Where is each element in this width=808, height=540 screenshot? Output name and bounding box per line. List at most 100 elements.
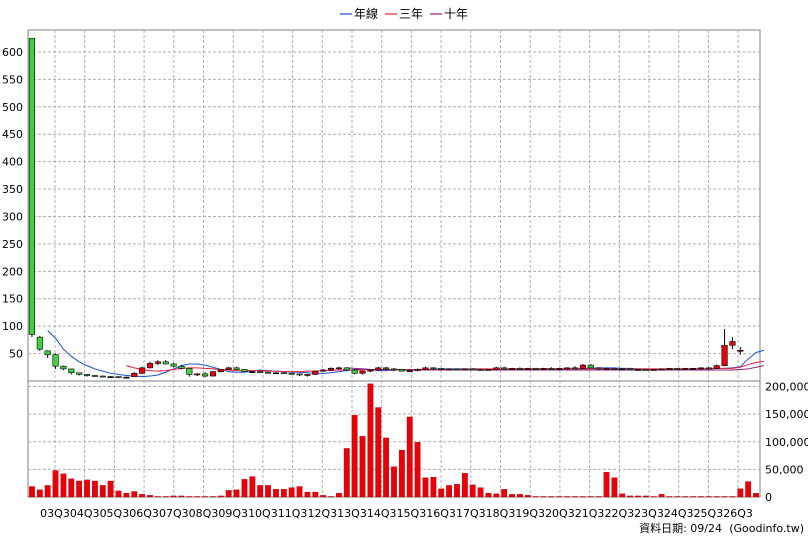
volume-bar	[123, 492, 130, 498]
candlestick	[123, 376, 130, 379]
candle-body	[91, 375, 98, 377]
candle-body	[257, 371, 264, 373]
candle-body	[666, 368, 673, 370]
volume-bar	[461, 473, 468, 498]
volume-bar	[438, 488, 445, 498]
volume-bar	[115, 490, 122, 498]
candle-body	[485, 369, 492, 371]
volume-bar	[304, 491, 311, 498]
x-tick-label: 13Q3	[337, 507, 367, 520]
volume-bars	[29, 383, 759, 498]
candle-body	[682, 368, 689, 370]
candlestick	[674, 367, 681, 370]
candlestick	[139, 366, 146, 374]
candlestick	[430, 367, 437, 370]
volume-y-tick-label: 150,000	[765, 408, 808, 421]
candle-body	[52, 354, 59, 367]
x-tick-label: 11Q3	[278, 507, 308, 520]
candle-body	[611, 368, 618, 370]
volume-bar	[186, 496, 193, 498]
volume-bar	[312, 491, 319, 498]
candlestick	[548, 367, 555, 370]
candlestick	[375, 366, 382, 371]
candle-body	[115, 376, 122, 378]
candlestick	[642, 368, 649, 371]
candlestick	[383, 366, 390, 371]
candle-body	[729, 341, 736, 346]
legend-label-year-line: 年線	[354, 6, 378, 21]
volume-bar	[658, 494, 665, 498]
candle-body	[170, 363, 177, 367]
candlestick	[36, 336, 43, 351]
candlestick	[501, 366, 508, 370]
candle-body	[509, 368, 516, 370]
candle-body	[619, 368, 626, 371]
candle-body	[627, 368, 634, 371]
candlestick	[320, 368, 327, 372]
volume-bar	[469, 484, 476, 498]
price-y-tick-label: 250	[2, 238, 23, 251]
x-tick-label: 21Q3	[575, 507, 605, 520]
candlestick	[556, 367, 563, 371]
volume-bar	[52, 470, 59, 498]
candlestick	[422, 366, 429, 371]
volume-bar	[650, 496, 657, 498]
candlestick	[44, 350, 51, 358]
candlestick	[83, 374, 91, 377]
candlestick	[461, 368, 468, 371]
volume-bar	[666, 496, 673, 498]
candlestick	[186, 367, 193, 377]
x-tick-label: 17Q3	[456, 507, 486, 520]
candlestick	[579, 363, 586, 369]
candlestick	[52, 353, 59, 369]
candle-body	[548, 368, 555, 370]
candle-body	[249, 371, 256, 373]
candle-body	[383, 367, 390, 370]
candle-body	[288, 373, 295, 375]
candlestick	[721, 328, 728, 367]
price-y-tick-label: 300	[2, 210, 23, 223]
candle-body	[579, 364, 586, 369]
x-tick-label: 15Q3	[397, 507, 427, 520]
volume-bar	[509, 494, 515, 498]
candlestick	[178, 365, 185, 370]
candle-body	[139, 367, 146, 374]
price-y-axis: 50 100 150 200 250 300 350 400 450 500 550 600	[2, 46, 23, 361]
candle-body	[335, 367, 342, 370]
volume-bar	[430, 476, 437, 498]
volume-y-axis: 0 50,000 100,000 150,000 200,000	[765, 381, 808, 504]
price-y-tick-label: 50	[9, 348, 23, 361]
volume-bar	[60, 473, 67, 498]
candlestick	[477, 368, 484, 371]
candlestick	[650, 368, 657, 371]
price-y-tick-label: 150	[2, 293, 23, 306]
candlestick	[280, 372, 287, 375]
candle-body	[650, 369, 657, 371]
volume-bar	[642, 495, 649, 498]
candle-body	[296, 373, 303, 376]
candle-body	[390, 368, 398, 371]
volume-bar	[564, 496, 571, 498]
volume-bar	[721, 496, 728, 498]
candle-body	[501, 367, 508, 370]
volume-bar	[556, 496, 563, 498]
candle-body	[265, 371, 272, 374]
candle-body	[367, 369, 374, 372]
candle-body	[398, 369, 405, 372]
candle-body	[430, 367, 437, 370]
volume-bar	[422, 477, 429, 498]
volume-bar	[225, 490, 232, 498]
candle-body	[68, 368, 75, 374]
candle-body	[272, 372, 279, 375]
candlestick	[611, 367, 618, 370]
volume-bar	[359, 436, 366, 498]
candlestick	[209, 371, 217, 377]
candle-body	[83, 374, 91, 376]
volume-bar	[524, 495, 531, 498]
volume-bar	[532, 496, 539, 498]
x-tick-label: 26Q3	[723, 507, 753, 520]
candle-body	[312, 370, 319, 375]
volume-bar	[84, 479, 90, 498]
volume-bar	[202, 496, 209, 498]
candlestick	[91, 374, 98, 377]
